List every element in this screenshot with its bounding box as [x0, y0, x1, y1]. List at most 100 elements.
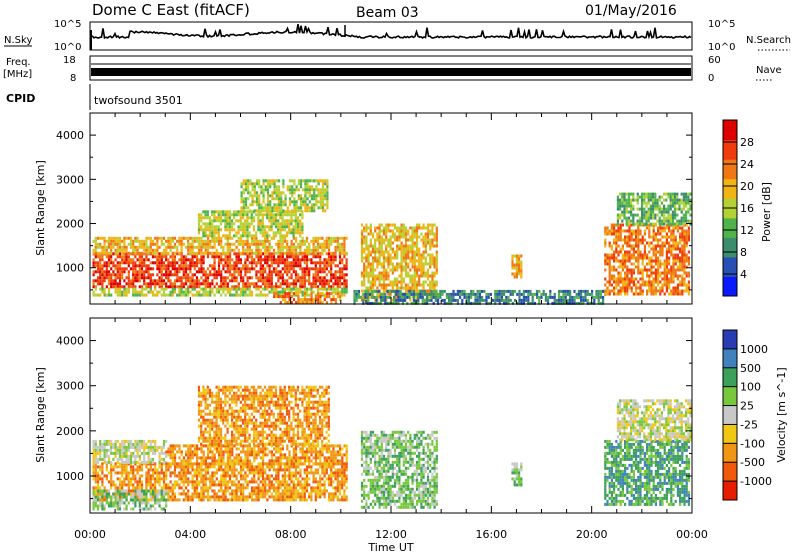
- range-cell: [169, 236, 172, 240]
- range-cell: [264, 285, 267, 289]
- range-cell: [424, 238, 427, 242]
- range-cell: [165, 270, 168, 274]
- range-cell: [123, 480, 126, 484]
- range-cell: [220, 276, 223, 280]
- range-cell: [376, 238, 379, 242]
- range-cell: [271, 206, 274, 210]
- range-cell: [672, 286, 675, 290]
- range-cell: [260, 191, 263, 195]
- range-cell: [341, 293, 344, 297]
- range-cell: [511, 263, 514, 267]
- range-cell: [138, 498, 141, 502]
- beam-label: Beam 03: [356, 5, 419, 21]
- range-cell: [230, 213, 234, 217]
- range-cell: [630, 201, 633, 205]
- range-cell: [224, 276, 227, 280]
- range-cell: [143, 242, 146, 246]
- range-cell: [378, 271, 381, 275]
- range-cell: [619, 213, 622, 217]
- range-cell: [413, 256, 416, 260]
- range-cell: [145, 239, 148, 243]
- range-cell: [123, 290, 126, 294]
- range-cell: [616, 216, 619, 220]
- range-cell: [266, 213, 269, 217]
- range-cell: [206, 255, 210, 259]
- range-cell: [228, 293, 232, 297]
- range-cell: [257, 285, 260, 289]
- range-cell: [299, 261, 302, 265]
- range-cell: [619, 265, 622, 269]
- range-cell: [127, 255, 130, 259]
- range-cell: [297, 197, 300, 201]
- range-cell: [310, 239, 313, 243]
- range-cell: [330, 279, 333, 283]
- range-cell: [669, 213, 672, 217]
- range-cell: [233, 276, 236, 280]
- range-cell: [619, 204, 622, 208]
- range-cell: [332, 298, 335, 302]
- range-cell: [663, 277, 666, 281]
- range-cell: [125, 236, 128, 240]
- range-cell: [251, 200, 254, 204]
- range-cell: [274, 222, 278, 226]
- range-cell: [246, 264, 249, 268]
- range-cell: [222, 285, 225, 289]
- range-cell: [402, 244, 405, 248]
- range-cell: [385, 223, 388, 227]
- range-cell: [324, 197, 327, 201]
- range-cell: [324, 191, 327, 195]
- range-cell: [676, 259, 679, 263]
- range-cell: [105, 255, 108, 259]
- range-cell: [422, 235, 425, 239]
- range-cell: [670, 250, 673, 254]
- range-cell: [143, 248, 146, 252]
- range-cell: [222, 258, 225, 262]
- range-cell: [628, 226, 631, 230]
- range-cell: [184, 273, 188, 277]
- range-cell: [316, 245, 320, 249]
- range-cell: [198, 242, 201, 246]
- range-cell: [217, 234, 220, 238]
- range-cell: [258, 194, 261, 198]
- range-cell: [672, 280, 675, 284]
- range-cell: [665, 216, 668, 220]
- range-cell: [261, 287, 265, 291]
- range-cell: [297, 182, 300, 186]
- range-cell: [291, 194, 294, 198]
- range-cell: [617, 283, 620, 287]
- range-cell: [635, 244, 638, 248]
- range-cell: [277, 225, 280, 229]
- range-cell: [156, 474, 159, 478]
- range-cell: [650, 256, 653, 260]
- range-cell: [343, 279, 346, 283]
- range-cell: [507, 289, 510, 293]
- range-cell: [429, 241, 432, 245]
- range-cell: [270, 216, 273, 220]
- range-cell: [182, 267, 185, 271]
- range-cell: [685, 223, 688, 227]
- range-cell: [515, 260, 518, 264]
- range-cell: [282, 191, 285, 195]
- range-cell: [339, 295, 342, 299]
- range-cell: [129, 282, 133, 286]
- colorbar-swatch: [723, 178, 737, 199]
- range-cell: [103, 264, 106, 268]
- range-cell: [202, 261, 205, 265]
- range-cell: [270, 273, 273, 277]
- range-cell: [404, 244, 408, 248]
- range-cell: [291, 200, 294, 204]
- range-cell: [367, 280, 370, 284]
- range-cell: [310, 197, 314, 201]
- range-cell: [621, 259, 624, 263]
- range-cell: [162, 474, 166, 478]
- range-cell: [659, 271, 662, 275]
- range-cell: [385, 247, 388, 251]
- range-cell: [224, 216, 227, 220]
- range-cell: [94, 477, 97, 481]
- range-cell: [641, 253, 644, 257]
- range-cell: [315, 188, 318, 192]
- range-cell: [125, 287, 128, 291]
- range-cell: [371, 250, 375, 254]
- range-cell: [396, 235, 399, 239]
- range-cell: [308, 242, 311, 246]
